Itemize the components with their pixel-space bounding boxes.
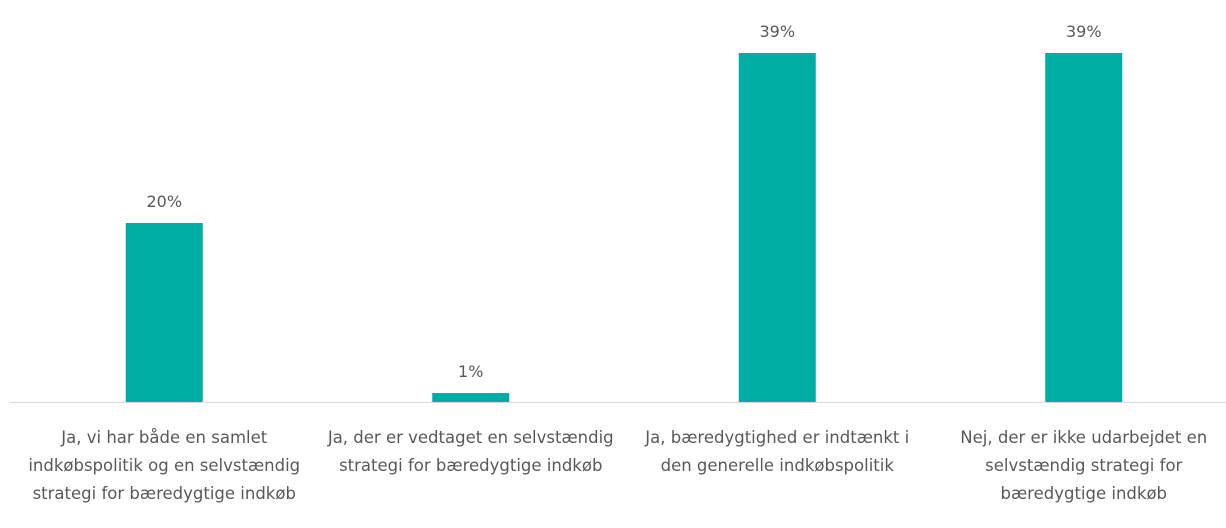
bar (738, 53, 816, 402)
value-label: 20% (146, 192, 182, 211)
x-tick-label: Ja, der er vedtaget en selvstændig strat… (327, 428, 614, 475)
value-label: 39% (759, 22, 795, 41)
x-tick-label: Ja, vi har både en samlet indkøbspolitik… (28, 428, 301, 503)
bar (125, 223, 203, 402)
bar (432, 393, 510, 402)
value-label: 1% (458, 362, 483, 381)
bar (1045, 53, 1123, 402)
x-tick-label: Ja, bæredygtighed er indtænkt i den gene… (645, 428, 910, 475)
value-label: 39% (1066, 22, 1102, 41)
x-tick-label: Nej, der er ikke udarbejdet en selvstænd… (960, 428, 1208, 503)
